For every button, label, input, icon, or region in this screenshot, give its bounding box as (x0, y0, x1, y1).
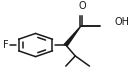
Polygon shape (64, 26, 81, 46)
Text: F: F (3, 40, 8, 50)
Text: OH: OH (114, 17, 129, 27)
Text: O: O (79, 1, 86, 11)
